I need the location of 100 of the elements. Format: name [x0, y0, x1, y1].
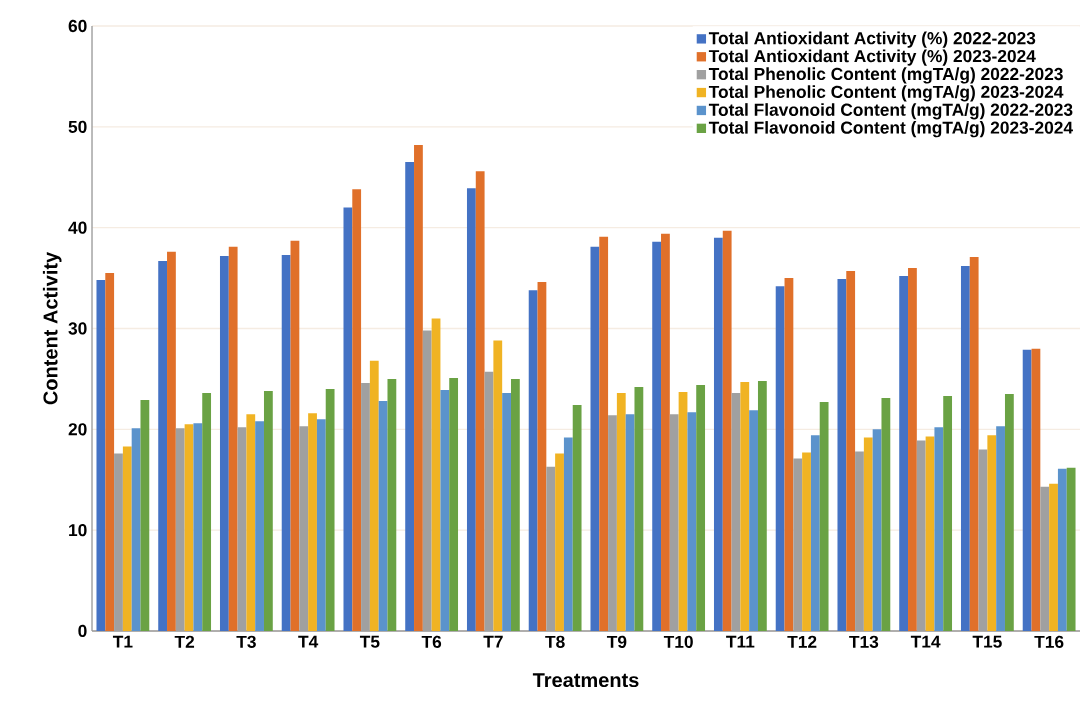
bar — [1066, 467, 1076, 631]
bar — [352, 189, 362, 631]
x-tick-label: T2 — [174, 635, 195, 648]
bar — [378, 401, 388, 631]
bar — [908, 267, 917, 631]
bar — [969, 256, 979, 631]
bar — [228, 246, 238, 631]
bar — [943, 396, 953, 631]
bar — [308, 413, 317, 631]
bar — [784, 278, 794, 631]
bar — [740, 381, 750, 631]
bar — [255, 421, 264, 631]
x-tick-label: T12 — [787, 635, 817, 648]
bar — [987, 435, 997, 631]
x-tick-label: T8 — [545, 635, 565, 648]
y-tick-label: 20 — [68, 423, 87, 436]
x-tick-label: T14 — [910, 635, 941, 648]
bar — [1057, 468, 1067, 631]
x-tick-label: T1 — [112, 635, 133, 648]
x-tick-label: T4 — [298, 635, 319, 648]
bar — [599, 236, 609, 631]
bar — [1049, 483, 1058, 631]
bar — [1031, 348, 1041, 631]
bar — [343, 207, 353, 631]
bar — [475, 171, 485, 631]
bar — [881, 398, 891, 631]
bar — [167, 251, 176, 631]
legend-label: Total Flavonoid Content (mgTA/g) 2023-2024 — [708, 121, 1073, 138]
bar — [502, 393, 511, 631]
bar — [863, 437, 873, 631]
bar — [996, 426, 1005, 631]
bar — [696, 384, 706, 631]
bar — [246, 414, 256, 631]
bar — [528, 290, 538, 631]
bar — [934, 427, 944, 631]
x-tick-label: T11 — [726, 635, 755, 648]
bar — [687, 412, 697, 631]
x-tick-label: T10 — [663, 635, 693, 648]
bar — [616, 393, 626, 631]
bar — [405, 162, 415, 631]
bar — [713, 237, 723, 631]
bar — [193, 423, 203, 631]
bar — [1004, 394, 1014, 631]
bar — [158, 260, 168, 631]
x-tick-label: T6 — [421, 635, 442, 648]
bar — [414, 144, 423, 631]
x-tick-label: T7 — [483, 635, 503, 648]
bar — [925, 436, 935, 631]
bar — [325, 388, 335, 631]
bar — [290, 240, 300, 631]
y-tick-label: 30 — [68, 322, 87, 335]
bar — [431, 318, 441, 631]
bar — [775, 286, 785, 631]
bar — [810, 435, 820, 631]
bar — [555, 453, 564, 631]
bar — [625, 414, 635, 631]
y-tick-label: 10 — [69, 524, 87, 537]
bar — [316, 419, 326, 631]
bar — [661, 233, 670, 631]
legend-label: Total Flavonoid Content (mgTA/g) 2022-2023 — [708, 103, 1073, 120]
x-tick-label: T16 — [1034, 635, 1064, 648]
bar — [387, 378, 397, 631]
bar — [184, 424, 194, 631]
bar — [960, 265, 970, 631]
bar — [493, 340, 503, 631]
bar — [466, 188, 476, 631]
bar — [219, 255, 229, 631]
x-axis-title: Treatments — [532, 673, 639, 688]
bar — [449, 377, 459, 631]
bar — [122, 446, 132, 631]
bar — [131, 428, 141, 631]
bar — [749, 410, 758, 631]
y-tick-label: 60 — [68, 19, 87, 33]
legend-label: Total Antioxidant Activity (%) 2022-2023 — [708, 31, 1036, 48]
bar — [590, 246, 600, 631]
legend-label: Total Phenolic Content (mgTA/g) 2022-2023 — [708, 67, 1063, 84]
y-tick-label: 40 — [68, 221, 87, 234]
y-tick-label: 0 — [78, 624, 87, 638]
legend-label: Total Antioxidant Activity (%) 2023-2024 — [708, 49, 1036, 66]
bar — [802, 452, 811, 631]
x-tick-label: T15 — [972, 635, 1002, 648]
bar — [722, 230, 732, 631]
bar — [872, 429, 882, 631]
bar — [202, 393, 212, 631]
bar — [281, 254, 291, 631]
bar — [846, 271, 856, 631]
bar — [96, 280, 106, 631]
bar — [899, 276, 909, 631]
legend-label: Total Phenolic Content (mgTA/g) 2023-2024 — [708, 85, 1064, 102]
bar — [652, 241, 662, 631]
x-tick-label: T13 — [849, 635, 879, 648]
bar — [105, 273, 115, 631]
bar — [819, 402, 829, 631]
x-tick-label: T9 — [606, 635, 627, 648]
bar — [572, 405, 582, 631]
y-tick-label: 50 — [68, 120, 87, 133]
bar — [563, 437, 573, 631]
bar — [678, 392, 688, 631]
bar — [510, 378, 520, 631]
bar — [440, 390, 450, 631]
